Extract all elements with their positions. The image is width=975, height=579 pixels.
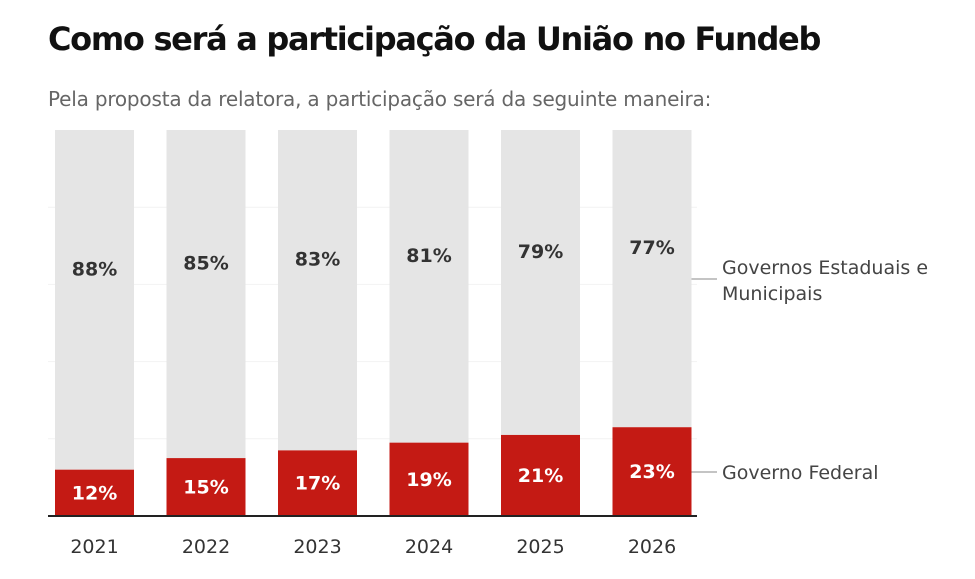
x-tick-label: 2021: [70, 536, 118, 558]
bar-segment-governo-federal: [612, 427, 692, 516]
data-label-estaduais-municipais: 88%: [72, 258, 117, 280]
bar-segment-governo-federal: [278, 450, 357, 516]
data-label-estaduais-municipais: 81%: [406, 245, 451, 267]
data-label-estaduais-municipais: 79%: [518, 241, 563, 263]
data-label-governo-federal: 17%: [295, 473, 340, 495]
chart-title: Como será a participação da União no Fun…: [48, 20, 821, 58]
series-label-estaduais-municipais: Governos Estaduais e Municipais: [722, 257, 928, 305]
x-tick-label: 2026: [628, 536, 676, 558]
bar-segment-governo-federal: [501, 434, 580, 516]
bar-segment-governo-federal: [55, 469, 134, 516]
chart-subtitle: Pela proposta da relatora, a participaçã…: [48, 87, 712, 111]
data-label-governo-federal: 21%: [518, 465, 563, 487]
bar-segment-estaduais-municipais: [389, 130, 469, 443]
bar-segment-estaduais-municipais: [278, 130, 357, 451]
bar-segment-governo-federal: [389, 442, 469, 516]
data-label-governo-federal: 23%: [629, 461, 674, 483]
bar-segment-estaduais-municipais: [501, 130, 580, 435]
data-label-estaduais-municipais: 77%: [629, 237, 674, 259]
data-label-governo-federal: 19%: [406, 469, 451, 491]
data-label-governo-federal: 15%: [183, 477, 228, 499]
bar-segment-estaduais-municipais: [612, 130, 692, 428]
x-tick-label: 2022: [182, 536, 230, 558]
series-label-governo-federal: Governo Federal: [722, 462, 879, 484]
series-label-line: Governos Estaduais e: [722, 257, 928, 279]
bar-segment-estaduais-municipais: [166, 130, 246, 459]
bar-segment-governo-federal: [166, 458, 246, 516]
data-label-estaduais-municipais: 83%: [295, 249, 340, 271]
data-label-estaduais-municipais: 85%: [183, 253, 228, 275]
series-label-line: Municipais: [722, 283, 822, 305]
data-label-governo-federal: 12%: [72, 482, 117, 504]
bar-segment-estaduais-municipais: [55, 130, 134, 470]
x-tick-label: 2023: [293, 536, 341, 558]
x-tick-label: 2024: [405, 536, 453, 558]
x-tick-label: 2025: [516, 536, 564, 558]
